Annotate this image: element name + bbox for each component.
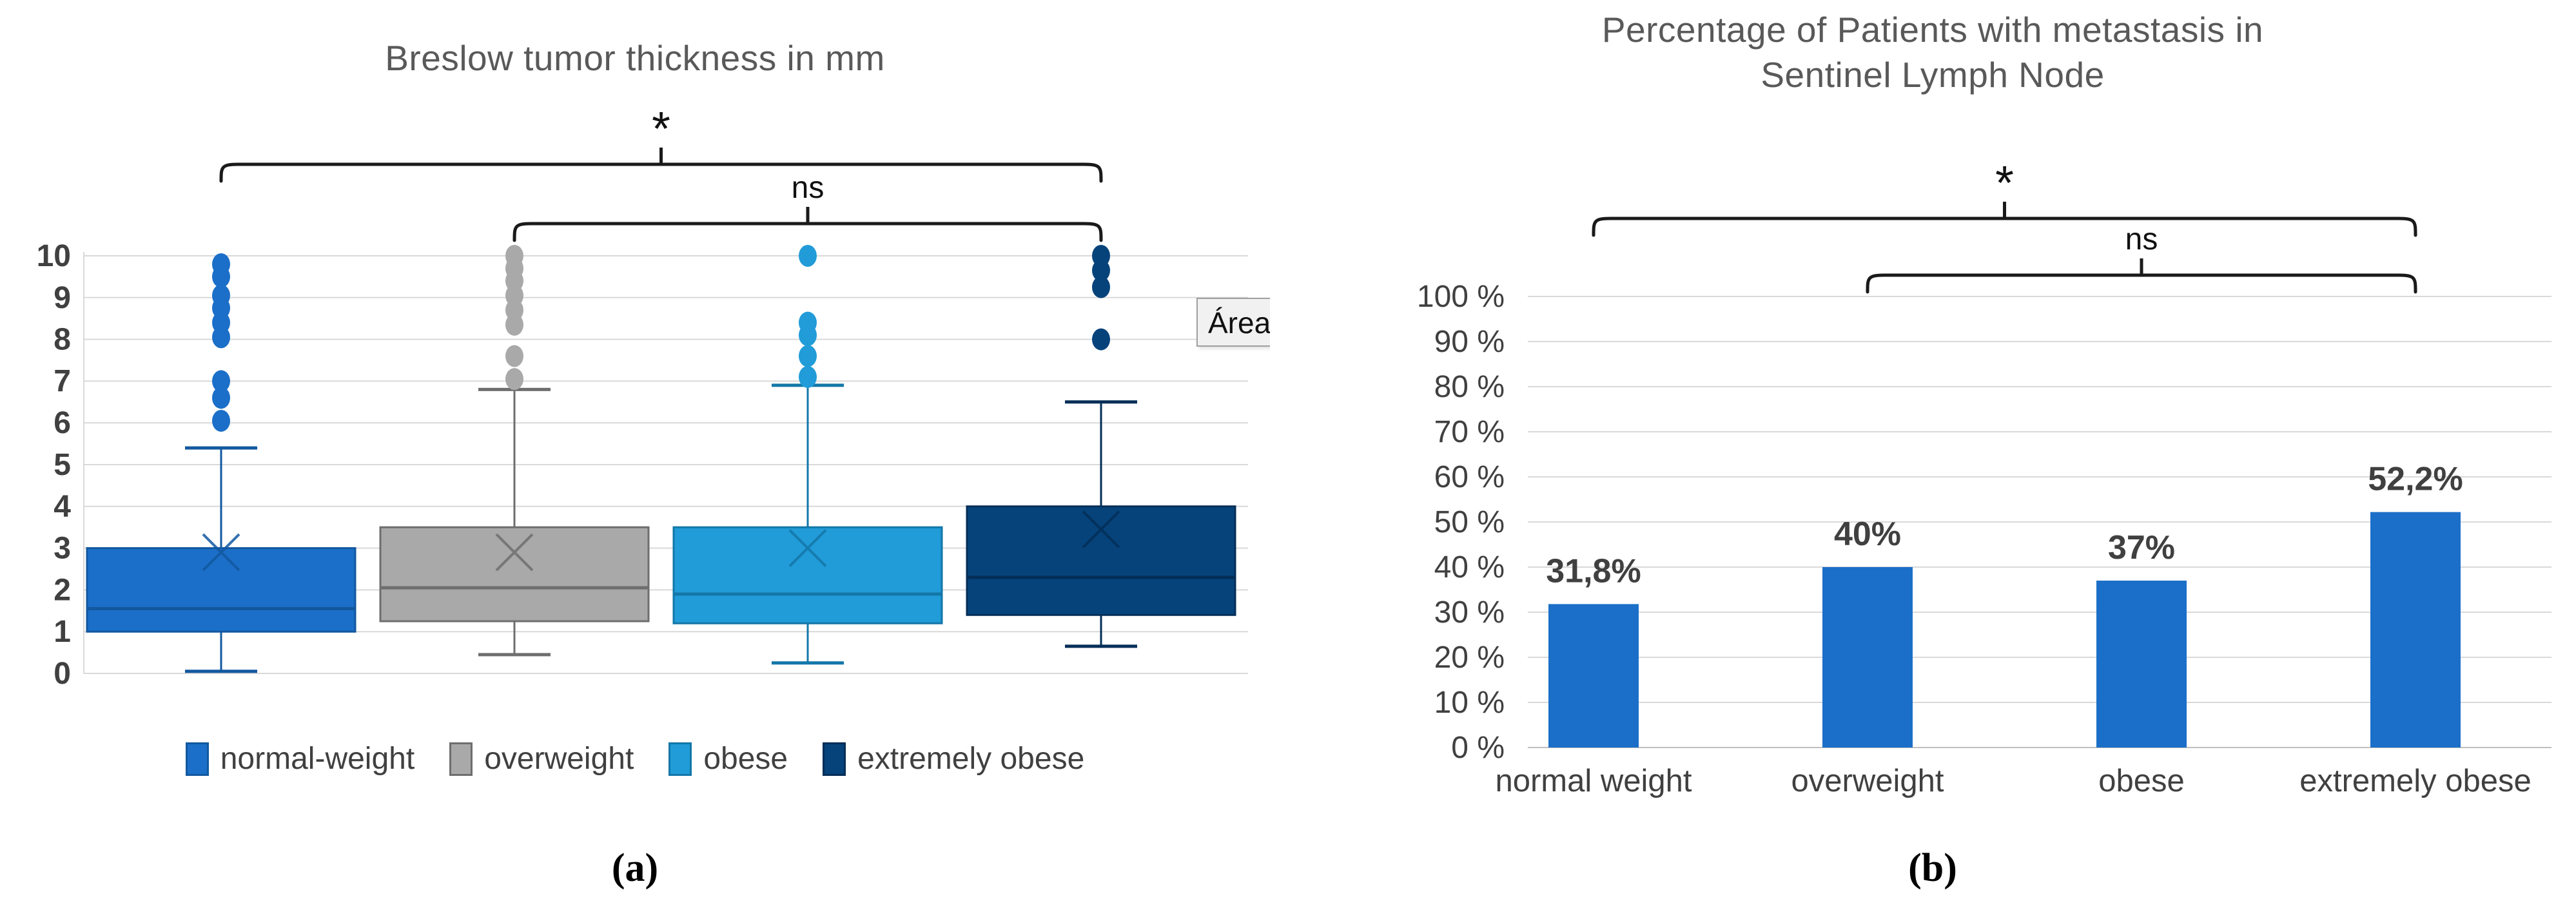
significance-bracket (1866, 273, 2417, 294)
y-tick-label: 2 (54, 573, 71, 607)
legend-item-normal-weight: normal-weight (185, 741, 415, 777)
y-tick-label: 0 (54, 657, 71, 691)
significance-bracket (512, 222, 1103, 242)
y-tick-label: 8 (54, 323, 71, 357)
boxplot-legend: normal-weight overweight obese extremely ob… (0, 741, 1270, 777)
legend-label: obese (703, 742, 788, 776)
mean-x-marker (788, 529, 827, 568)
legend-swatch (185, 742, 209, 776)
y-tick-label: 3 (54, 532, 71, 566)
significance-label: * (652, 102, 670, 155)
barchart-panel: Percentage of Patients with metastasis i… (1289, 0, 2576, 917)
bar-overweight (1822, 567, 1913, 748)
box (966, 505, 1236, 616)
y-tick-label: 10 (37, 239, 71, 273)
y-tick-label: 7 (54, 364, 71, 398)
legend-label: overweight (484, 742, 634, 776)
mean-x-marker (202, 533, 240, 572)
outlier-dot (1092, 259, 1110, 282)
y-tick-label: 9 (54, 281, 71, 315)
significance-label: * (1995, 156, 2014, 209)
mean-x-marker (1082, 510, 1120, 548)
box (672, 526, 943, 624)
legend-item-obese: obese (668, 741, 788, 777)
y-tick-label: 20 % (1434, 641, 1505, 675)
outlier-dot (212, 326, 230, 349)
y-tick-label: 80 % (1434, 370, 1505, 404)
outlier-dot (505, 368, 523, 391)
outlier-dot (212, 265, 230, 288)
y-tick-label: 10 % (1434, 686, 1505, 720)
box (86, 547, 356, 633)
legend-label: normal-weight (220, 742, 415, 776)
outlier-dot (1092, 276, 1110, 298)
y-tick-label: 100 % (1417, 280, 1505, 314)
bar-normal-weight (1548, 604, 1639, 748)
y-tick-label: 30 % (1434, 595, 1505, 630)
x-category-label: obese (2098, 764, 2185, 798)
box-group-normal-weight (86, 253, 356, 673)
box-group-extremely-obese (966, 245, 1236, 648)
bar-value-label: 31,8% (1546, 552, 1641, 590)
legend-item-overweight: overweight (449, 741, 634, 777)
legend-swatch (449, 742, 473, 776)
y-tick-label: 40 % (1434, 550, 1505, 584)
outlier-dot (799, 345, 817, 367)
barchart-canvas: 0 % 10 % 20 % 30 % 40 % 50 % 60 % 70 % 80 % 90 % 1… (1417, 156, 2552, 798)
boxplot-canvas: 0 1 2 3 4 5 6 7 8 9 10 * ns (37, 102, 1248, 691)
y-tick-label: 6 (54, 406, 71, 440)
legend-label: extremely obese (857, 742, 1085, 776)
outlier-dot (212, 387, 230, 409)
y-tick-label: 5 (54, 448, 71, 482)
y-tick-label: 60 % (1434, 460, 1505, 494)
barchart-title-line2: Sentinel Lymph Node (1761, 55, 2105, 95)
legend-swatch (823, 742, 846, 776)
outlier-dot (1092, 328, 1110, 351)
area-tooltip: Área (1196, 298, 1270, 347)
bar-extremely-obese (2370, 512, 2461, 748)
y-tick-label: 4 (54, 490, 71, 524)
x-category-label: extremely obese (2299, 764, 2532, 798)
x-category-label: normal weight (1495, 764, 1692, 798)
boxplot-title: Breslow tumor thickness in mm (385, 38, 885, 78)
y-tick-label: 90 % (1434, 325, 1505, 359)
caption-b: (b) (1908, 846, 1957, 890)
bar-value-label: 52,2% (2368, 461, 2463, 498)
boxplot-panel: Breslow tumor thickness in mm 0 1 2 3 4 5 6 7 8 9… (0, 0, 1270, 917)
outlier-dot (212, 370, 230, 392)
significance-label: ns (2125, 222, 2158, 256)
y-tick-label: 1 (54, 615, 71, 649)
bar-value-label: 37% (2108, 529, 2175, 566)
outlier-dot (505, 345, 523, 367)
mean-x-marker (495, 533, 534, 572)
caption-a: (a) (611, 846, 659, 890)
legend-item-extremely-obese: extremely obese (823, 741, 1084, 777)
x-category-label: overweight (1791, 764, 1944, 798)
legend-swatch (668, 742, 692, 776)
bar-obese (2096, 581, 2187, 748)
box-group-overweight (379, 245, 650, 657)
significance-bracket (219, 162, 1103, 183)
y-tick-label: 50 % (1434, 505, 1505, 539)
y-tick-label: 0 % (1451, 731, 1505, 765)
outlier-dot (799, 245, 817, 267)
outlier-dot (799, 324, 817, 347)
outlier-dot (212, 409, 230, 432)
outlier-dot (799, 365, 817, 388)
box (379, 526, 650, 623)
significance-label: ns (792, 171, 825, 205)
barchart-title-line1: Percentage of Patients with metastasis i… (1601, 10, 2264, 50)
box-group-obese (672, 245, 943, 665)
y-tick-label: 70 % (1434, 415, 1505, 449)
outlier-dot (505, 313, 523, 336)
bar-value-label: 40% (1834, 516, 1901, 553)
significance-bracket (1592, 217, 2417, 237)
